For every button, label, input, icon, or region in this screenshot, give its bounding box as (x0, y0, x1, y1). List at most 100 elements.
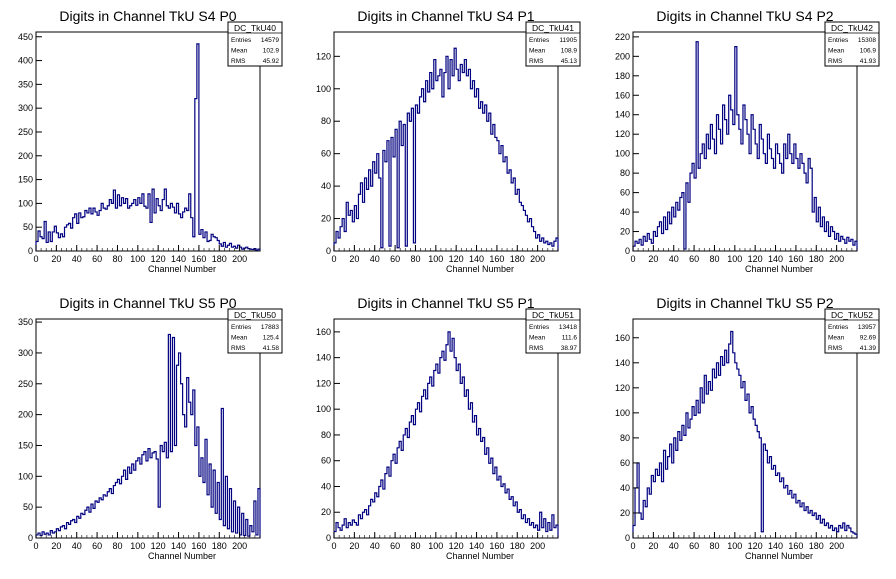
histogram-bin (420, 412, 422, 538)
histogram-panel: Digits in Channel TkU S5 P2 0 20 40 60 80 100 1… (597, 287, 895, 574)
x-tick-label: 160 (489, 541, 504, 551)
stats-key-entries: Entries (231, 37, 252, 44)
histogram-bin (676, 450, 678, 538)
histogram-bin (782, 173, 784, 251)
histogram-bin (780, 163, 782, 251)
histogram-bin (103, 208, 105, 251)
y-tick-label: 250 (18, 127, 33, 137)
stats-value-entries: 14579 (261, 37, 279, 44)
histogram-bin (468, 69, 470, 251)
histogram-bin (745, 400, 747, 538)
histogram-bin (399, 441, 401, 538)
histogram-bin (495, 137, 497, 251)
stats-value-mean: 92.69 (860, 335, 877, 342)
histogram-bin (505, 493, 507, 538)
histogram-bin (833, 530, 835, 538)
histogram-bin (714, 154, 716, 251)
x-tick-label: 180 (809, 541, 824, 551)
histogram-svg: Digits in Channel TkU S4 P2 0 20 40 60 80 100 1… (615, 8, 880, 274)
histogram-bin (761, 532, 763, 538)
histogram-bin (103, 495, 105, 538)
histogram-bin (507, 173, 509, 251)
histogram-bin (227, 529, 229, 538)
histogram-bin (138, 458, 140, 538)
histogram-bin (708, 149, 710, 251)
y-tick-label: 200 (615, 51, 630, 61)
x-tick-label: 180 (212, 254, 227, 264)
histogram-bin (485, 105, 487, 251)
histogram-bin (723, 365, 725, 538)
histogram-bin (666, 230, 668, 251)
histogram-bin (434, 371, 436, 538)
histogram-bin (134, 470, 136, 538)
histogram-svg: Digits in Channel TkU S4 P0 0 20 40 60 80 100 1… (18, 8, 283, 274)
histogram-bin (456, 69, 458, 251)
y-tick-label: 0 (28, 533, 33, 543)
histogram-bin (472, 81, 474, 251)
histogram-bin (83, 217, 85, 251)
stats-key-rms: RMS (828, 345, 843, 352)
histogram-bin (356, 525, 358, 538)
histogram-bin (174, 213, 176, 251)
x-tick-label: 100 (428, 254, 443, 264)
x-tick-label: 160 (788, 254, 803, 264)
histogram-bin (765, 450, 767, 538)
histogram-bin (477, 89, 479, 251)
histogram-bin (422, 396, 424, 538)
stats-name: DC_TkU50 (234, 310, 276, 320)
histogram-bin (393, 454, 395, 538)
histogram-bin (67, 225, 69, 251)
x-tick-label: 180 (212, 541, 227, 551)
x-tick-label: 40 (72, 254, 82, 264)
histogram-bin (745, 120, 747, 251)
histogram-bin (824, 525, 826, 538)
histogram-bin (430, 73, 432, 251)
histogram-bin (426, 81, 428, 251)
y-tick-label: 60 (321, 149, 331, 159)
histogram-bin (755, 144, 757, 251)
stats-key-entries: Entries (828, 324, 849, 331)
histogram-bin (385, 162, 387, 251)
chart-title: Digits in Channel TkU S4 P1 (357, 8, 534, 24)
x-tick-label: 120 (748, 254, 763, 264)
histogram-bin (694, 415, 696, 538)
histogram-bin (725, 120, 727, 251)
histogram-bin (666, 469, 668, 538)
histogram-bin (645, 241, 647, 251)
stats-key-rms: RMS (828, 58, 843, 65)
stats-value-entries: 13957 (858, 324, 876, 331)
histogram-bin (111, 203, 113, 251)
histogram-bin (662, 482, 664, 538)
y-tick-label: 40 (321, 181, 331, 191)
histogram-bin (360, 519, 362, 538)
histogram-bin (387, 467, 389, 538)
histogram-bin (105, 209, 107, 251)
histogram-bin (401, 146, 403, 251)
histogram-bin (479, 429, 481, 539)
histogram-bin (454, 48, 456, 251)
histogram-bin (460, 383, 462, 538)
histogram-bin (231, 532, 233, 538)
x-tick-label: 100 (727, 254, 742, 264)
histogram-bin (401, 450, 403, 538)
histogram-bin (749, 154, 751, 251)
y-tick-label: 0 (625, 533, 630, 543)
x-axis-label: Channel Number (148, 264, 216, 274)
y-tick-label: 120 (316, 378, 331, 388)
histogram-bin (788, 494, 790, 538)
x-tick-label: 120 (449, 541, 464, 551)
histogram-bin (515, 194, 517, 251)
histogram-bin (426, 399, 428, 538)
histogram-bin (828, 528, 830, 538)
histogram-bin (712, 139, 714, 251)
histogram-bin (548, 245, 550, 251)
x-tick-label: 20 (349, 254, 359, 264)
histogram-bin (93, 508, 95, 538)
histogram-bin (350, 525, 352, 538)
histogram-bin (845, 530, 847, 538)
histogram-bin (645, 507, 647, 538)
histogram-bin (719, 375, 721, 538)
stats-key-mean: Mean (529, 48, 546, 55)
histogram-bin (824, 232, 826, 251)
stats-key-mean: Mean (828, 335, 845, 342)
